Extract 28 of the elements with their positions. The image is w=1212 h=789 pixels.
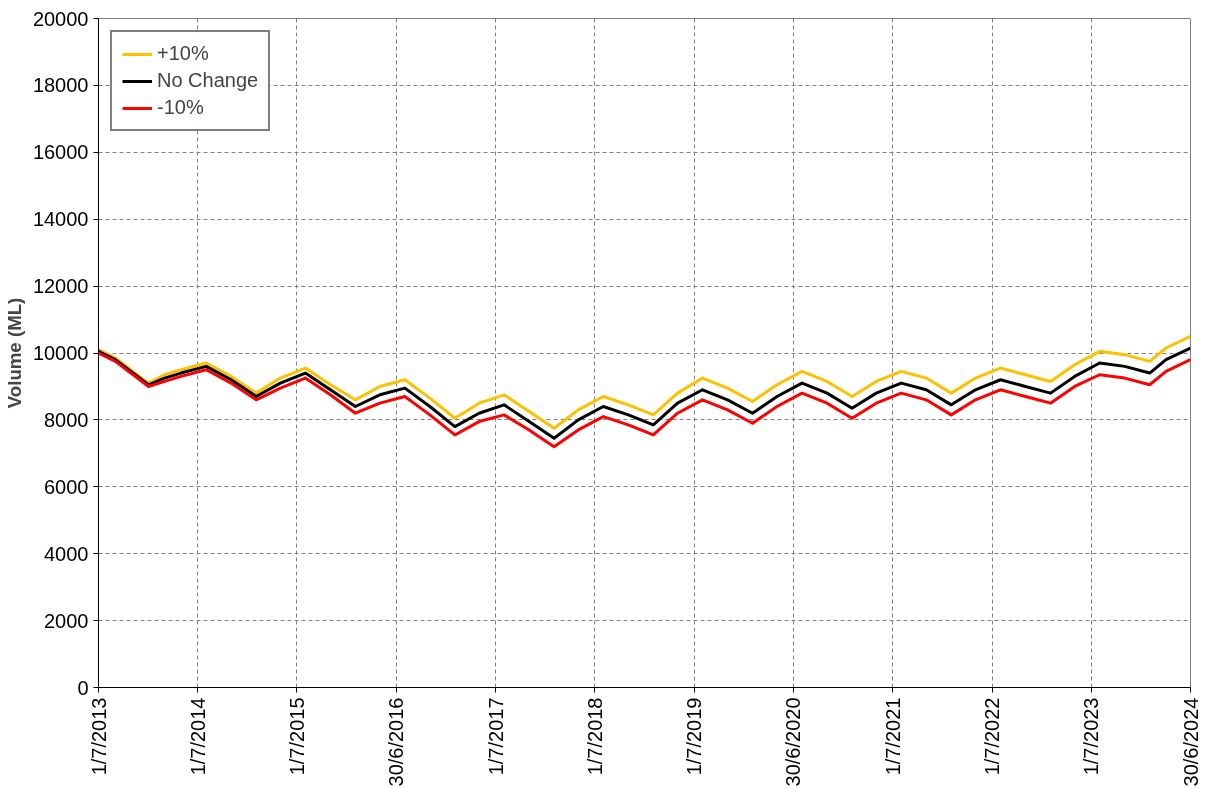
line-series <box>98 334 1191 430</box>
x-tick-label: 30/6/2016 <box>385 697 408 787</box>
legend-label: -10% <box>157 96 204 119</box>
x-tick-label: 1/7/2023 <box>1080 697 1103 776</box>
x-tick-label: 1/7/2021 <box>881 697 904 776</box>
x-tick-label: 1/7/2022 <box>981 697 1004 776</box>
y-axis-title: Volume (ML) <box>3 297 25 409</box>
x-tick-label: 1/7/2014 <box>186 697 209 776</box>
x-tick-label: 1/7/2017 <box>484 697 507 776</box>
x-tick-label: 1/7/2019 <box>683 697 706 776</box>
y-tick-label: 2000 <box>44 609 89 632</box>
x-tick-label: 1/7/2013 <box>87 697 110 776</box>
y-tick-label: 8000 <box>44 408 89 431</box>
y-tick-label: 6000 <box>44 475 89 498</box>
x-tick-label: 1/7/2018 <box>583 697 606 776</box>
x-tick-label: 30/6/2024 <box>1179 697 1202 787</box>
y-tick-label: 12000 <box>32 275 89 298</box>
y-tick-label: 4000 <box>44 542 89 565</box>
legend-label: +10% <box>157 42 209 65</box>
y-tick-label: 18000 <box>32 74 89 97</box>
y-tick-label: 20000 <box>32 7 89 30</box>
legend-label: No Change <box>157 69 259 92</box>
y-tick-label: 10000 <box>32 342 89 364</box>
x-tick-label: 30/6/2020 <box>782 697 805 787</box>
y-tick-label: 16000 <box>32 141 89 164</box>
y-tick-label: 14000 <box>32 208 89 231</box>
y-tick-label: 0 <box>77 676 89 699</box>
x-tick-label: 1/7/2015 <box>285 697 308 776</box>
